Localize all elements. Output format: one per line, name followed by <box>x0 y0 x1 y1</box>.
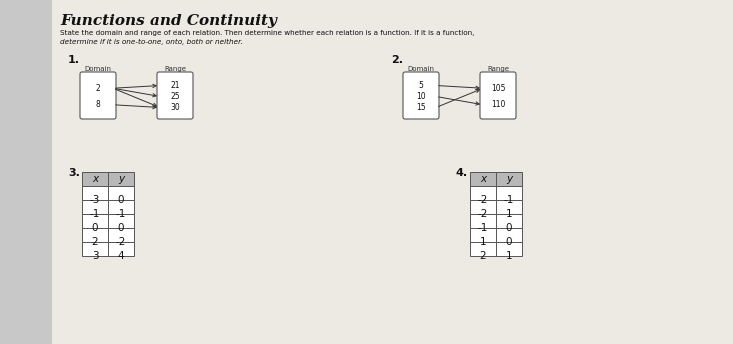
Text: 1: 1 <box>479 237 486 247</box>
Bar <box>82 242 134 256</box>
Text: 30: 30 <box>170 103 180 112</box>
Bar <box>470 172 522 186</box>
Text: x: x <box>92 174 98 184</box>
Bar <box>470 242 522 256</box>
FancyBboxPatch shape <box>157 72 193 119</box>
Text: 3: 3 <box>92 251 98 261</box>
Text: 110: 110 <box>491 100 505 109</box>
Bar <box>82 172 134 186</box>
Text: -1: -1 <box>478 223 488 233</box>
Text: 0: 0 <box>506 223 512 233</box>
Text: 10: 10 <box>416 92 426 101</box>
Text: State the domain and range of each relation. Then determine whether each relatio: State the domain and range of each relat… <box>60 30 474 36</box>
Text: Range: Range <box>164 66 186 72</box>
Text: Domain: Domain <box>84 66 111 72</box>
Bar <box>470 228 522 242</box>
Bar <box>82 228 134 242</box>
Text: x: x <box>480 174 486 184</box>
Text: 1.: 1. <box>68 55 80 65</box>
Text: determine if it is one-to-one, onto, both or neither.: determine if it is one-to-one, onto, bot… <box>60 39 243 45</box>
Text: 2: 2 <box>95 84 100 93</box>
Text: 2: 2 <box>92 237 98 247</box>
Bar <box>0 0 52 344</box>
Text: 0: 0 <box>118 223 125 233</box>
Text: -2: -2 <box>116 237 126 247</box>
Text: -1: -1 <box>504 195 514 205</box>
Text: 1: 1 <box>506 251 512 261</box>
FancyBboxPatch shape <box>80 72 116 119</box>
Text: 2: 2 <box>479 251 486 261</box>
Text: 0: 0 <box>118 195 125 205</box>
FancyBboxPatch shape <box>403 72 439 119</box>
Bar <box>82 214 134 228</box>
Text: 0: 0 <box>506 237 512 247</box>
Text: 5: 5 <box>419 81 424 90</box>
Text: Functions and Continuity: Functions and Continuity <box>60 14 277 28</box>
Text: Range: Range <box>487 66 509 72</box>
Text: -1: -1 <box>90 209 100 219</box>
Text: 0: 0 <box>92 223 98 233</box>
Text: 3.: 3. <box>68 168 80 178</box>
Text: y: y <box>506 174 512 184</box>
Text: -3: -3 <box>90 195 100 205</box>
Text: 21: 21 <box>170 81 180 90</box>
Bar <box>470 214 522 228</box>
Text: 1: 1 <box>506 209 512 219</box>
Bar <box>82 200 134 214</box>
FancyBboxPatch shape <box>480 72 516 119</box>
Bar <box>470 200 522 214</box>
Text: Domain: Domain <box>408 66 435 72</box>
Text: 4: 4 <box>118 251 125 261</box>
Text: -2: -2 <box>478 195 488 205</box>
Text: -1: -1 <box>116 209 126 219</box>
Text: 2.: 2. <box>391 55 403 65</box>
Text: 8: 8 <box>95 100 100 109</box>
Text: 15: 15 <box>416 103 426 112</box>
Bar <box>82 186 134 200</box>
Text: 4.: 4. <box>456 168 468 178</box>
Text: -2: -2 <box>478 209 488 219</box>
Text: y: y <box>118 174 124 184</box>
Text: 25: 25 <box>170 92 180 101</box>
Text: 105: 105 <box>491 84 505 93</box>
Bar <box>470 186 522 200</box>
